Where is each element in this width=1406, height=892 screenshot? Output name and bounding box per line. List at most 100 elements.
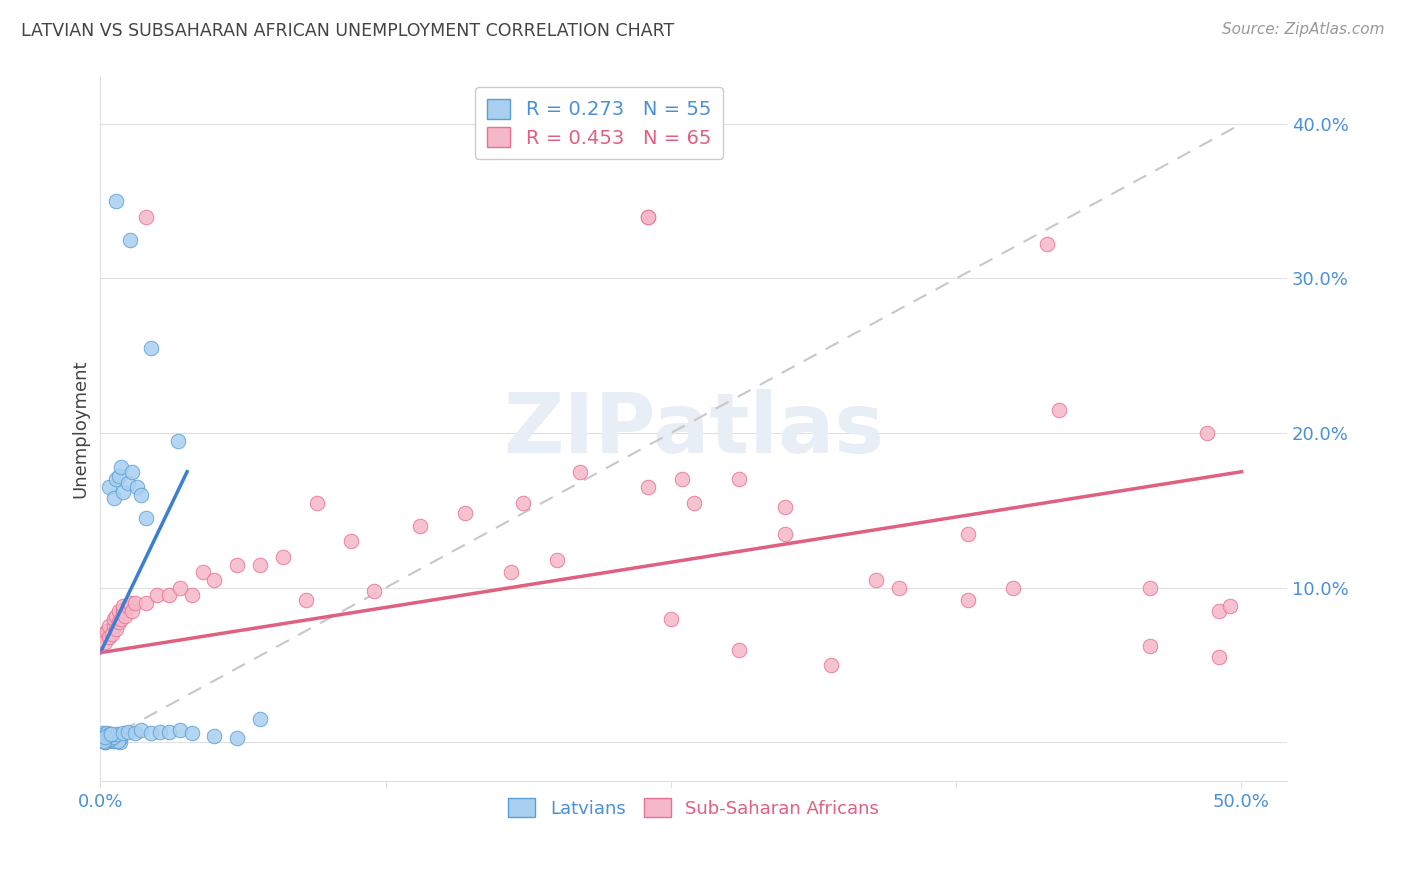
Point [112, 599, 135, 614]
Point [94, 730, 117, 744]
Point [146, 589, 169, 603]
Point [294, 593, 316, 607]
Point [157, 724, 180, 739]
Point [637, 210, 659, 224]
Point [271, 549, 294, 564]
Point [98, 732, 121, 747]
Text: ZIPatlas: ZIPatlas [503, 389, 884, 470]
Point [157, 589, 180, 603]
Point [103, 612, 125, 626]
Point [96, 731, 118, 745]
Point [107, 615, 129, 629]
Point [94, 731, 117, 745]
Point [94, 727, 117, 741]
Point [117, 724, 139, 739]
Point [204, 573, 226, 587]
Point [93, 726, 115, 740]
Point [637, 480, 659, 494]
Point [1139, 640, 1161, 654]
Point [117, 599, 139, 614]
Point [180, 726, 202, 740]
Point [97, 730, 120, 744]
Point [94, 635, 117, 649]
Point [501, 566, 523, 580]
Point [169, 723, 191, 737]
Point [568, 465, 591, 479]
Point [204, 729, 226, 743]
Point [169, 581, 191, 595]
Point [149, 724, 172, 739]
Point [100, 727, 122, 741]
Point [105, 727, 128, 741]
Point [110, 460, 132, 475]
Point [107, 734, 129, 748]
Point [226, 731, 249, 745]
Point [1197, 426, 1219, 441]
Point [96, 624, 118, 638]
Point [91, 726, 114, 740]
Point [249, 712, 271, 726]
Point [94, 735, 117, 749]
Point [104, 734, 127, 748]
Point [103, 731, 125, 745]
Point [105, 623, 128, 637]
Point [110, 731, 132, 746]
Point [101, 733, 124, 747]
Point [1047, 403, 1070, 417]
Point [546, 553, 568, 567]
Point [110, 612, 132, 626]
Point [124, 596, 146, 610]
Point [121, 465, 143, 479]
Point [100, 627, 122, 641]
Text: Source: ZipAtlas.com: Source: ZipAtlas.com [1222, 22, 1385, 37]
Point [107, 469, 129, 483]
Point [865, 573, 887, 587]
Point [117, 475, 139, 490]
Point [100, 729, 122, 743]
Point [191, 566, 214, 580]
Point [131, 723, 153, 737]
Point [93, 735, 115, 749]
Point [1208, 650, 1230, 665]
Point [112, 604, 135, 618]
Point [103, 619, 125, 633]
Point [98, 630, 121, 644]
Point [139, 341, 162, 355]
Point [135, 210, 157, 224]
Point [96, 733, 118, 747]
Point [105, 608, 128, 623]
Point [118, 233, 141, 247]
Point [887, 581, 910, 595]
Point [131, 488, 153, 502]
Point [112, 726, 135, 740]
Point [105, 473, 128, 487]
Point [135, 596, 157, 610]
Point [114, 608, 136, 623]
Point [1219, 599, 1241, 614]
Point [104, 730, 127, 744]
Point [124, 726, 146, 740]
Point [105, 194, 128, 208]
Point [180, 589, 202, 603]
Point [98, 726, 121, 740]
Point [97, 728, 120, 742]
Point [98, 619, 121, 633]
Point [96, 726, 118, 740]
Point [1208, 604, 1230, 618]
Point [135, 511, 157, 525]
Point [671, 473, 693, 487]
Point [820, 658, 842, 673]
Point [512, 496, 534, 510]
Point [307, 496, 329, 510]
Point [226, 558, 249, 572]
Point [1002, 581, 1025, 595]
Point [363, 583, 385, 598]
Legend: Latvians, Sub-Saharan Africans: Latvians, Sub-Saharan Africans [501, 791, 886, 825]
Point [1139, 581, 1161, 595]
Point [249, 558, 271, 572]
Point [728, 473, 751, 487]
Point [728, 642, 751, 657]
Point [409, 519, 432, 533]
Point [98, 480, 121, 494]
Point [637, 210, 659, 224]
